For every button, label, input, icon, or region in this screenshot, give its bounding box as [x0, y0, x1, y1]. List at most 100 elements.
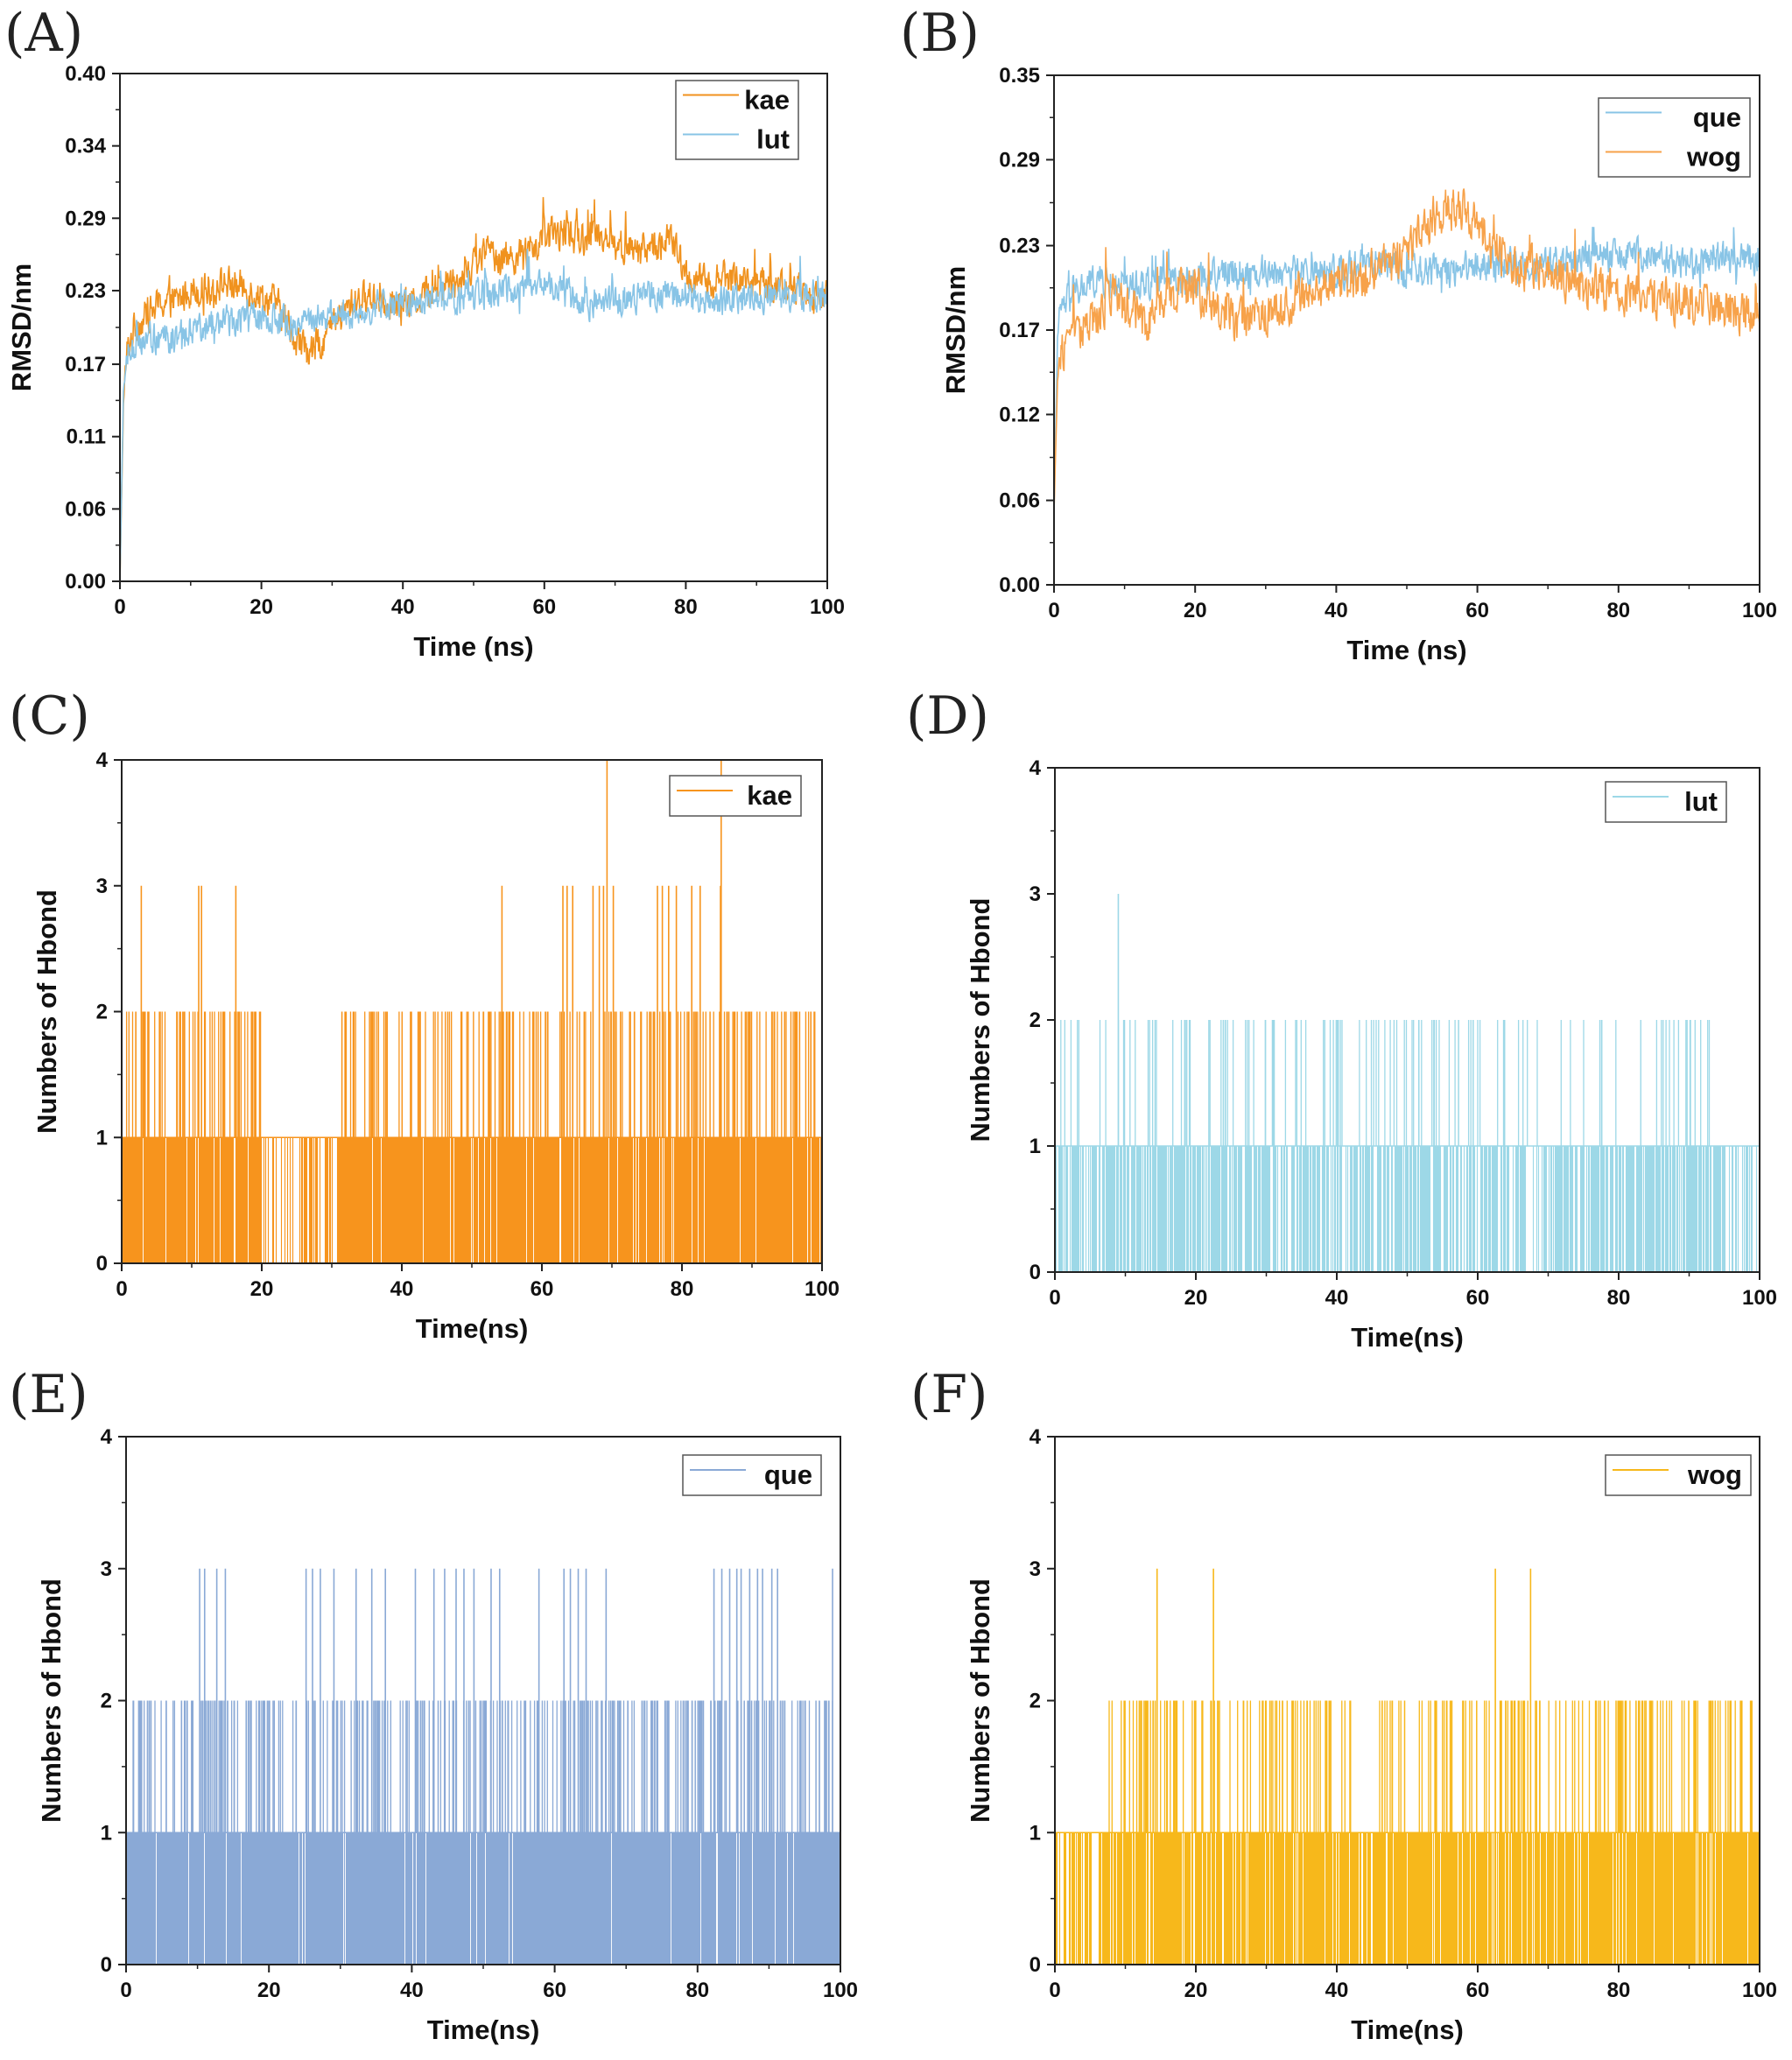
chart-panel-C: (C) 0 20 40 60 80 100 0 1 2 3 4 Time(ns) Numbers of H… — [9, 685, 840, 1344]
y-tick-label: 2 — [96, 1001, 108, 1024]
y-tick-label: 4 — [96, 749, 109, 772]
x-tick-label: 0 — [1049, 1979, 1060, 2002]
plot-area — [1055, 1568, 1760, 1965]
y-tick-label: 3 — [1030, 1557, 1041, 1581]
y-tick-label: 3 — [101, 1557, 112, 1581]
legend-label-que: que — [1693, 102, 1741, 133]
y-tick-label: 0.35 — [999, 64, 1040, 88]
y-tick-label: 0.40 — [65, 62, 106, 86]
plot-area — [1055, 894, 1760, 1272]
series-line-wog — [1054, 188, 1760, 512]
y-tick-label: 4 — [101, 1425, 113, 1449]
y-tick-label: 0.23 — [999, 235, 1040, 258]
x-axis-title: Time(ns) — [1351, 1322, 1464, 1353]
legend-label-kae: kae — [744, 85, 790, 116]
hbond-level1-lut — [1055, 1146, 1758, 1272]
y-axis-title: Numbers of Hbond — [965, 1578, 995, 1823]
x-tick-label: 100 — [823, 1979, 858, 2002]
series-line-que — [1054, 227, 1760, 512]
y-tick-label: 0.34 — [65, 135, 106, 158]
hbond-level2-lut — [1060, 1020, 1711, 1146]
legend: que wog — [1598, 97, 1751, 178]
x-tick-label: 20 — [1184, 1979, 1208, 2002]
chart-panel-D: (D) 0 20 40 60 80 100 0 1 2 3 4 Time(ns) Numbers of H… — [906, 685, 1777, 1353]
y-tick-label: 2 — [101, 1690, 112, 1713]
x-tick-label: 100 — [1742, 1979, 1777, 2002]
y-tick-label: 1 — [96, 1126, 108, 1150]
y-tick-label: 0.06 — [999, 489, 1040, 513]
x-tick-label: 20 — [250, 1277, 274, 1301]
hbond-level2-kae — [125, 1011, 816, 1138]
hbond-level1-wog — [1055, 1832, 1760, 1965]
y-tick-label: 0 — [101, 1953, 112, 1977]
legend-label-lut: lut — [1684, 786, 1718, 817]
y-axis-title: RMSD/nm — [940, 266, 971, 394]
x-tick-label: 0 — [114, 595, 125, 619]
y-axis-title: Numbers of Hbond — [32, 889, 62, 1134]
legend-box — [669, 775, 802, 817]
x-tick-label: 0 — [1048, 599, 1059, 622]
y-tick-label: 4 — [1030, 1425, 1042, 1449]
chart-panel-F: (F) 0 20 40 60 80 100 0 1 2 3 4 Time(ns) Numbers of H… — [910, 1364, 1777, 2045]
y-tick-label: 0 — [1030, 1261, 1041, 1284]
y-tick-label: 3 — [1030, 882, 1041, 906]
legend-label-wog: wog — [1686, 142, 1741, 172]
legend-label-kae: kae — [747, 780, 792, 811]
x-tick-label: 60 — [543, 1979, 566, 2002]
legend-box — [1605, 781, 1727, 823]
x-tick-label: 60 — [531, 1277, 554, 1301]
plot-area — [1054, 188, 1760, 512]
y-tick-label: 0.23 — [65, 279, 106, 303]
series-line-kae — [120, 197, 827, 581]
y-tick-label: 0.06 — [65, 497, 106, 521]
y-tick-label: 1 — [1030, 1821, 1041, 1845]
x-tick-label: 80 — [1607, 1286, 1631, 1310]
y-tick-label: 3 — [96, 875, 108, 898]
x-tick-label: 40 — [390, 1277, 414, 1301]
y-tick-label: 0.11 — [67, 425, 106, 449]
legend: wog — [1605, 1454, 1752, 1496]
hbond-level1-kae — [122, 1137, 822, 1263]
x-tick-label: 40 — [1325, 1286, 1349, 1310]
y-tick-label: 0.17 — [65, 353, 106, 376]
y-tick-label: 0 — [96, 1252, 108, 1276]
y-axis-title: Numbers of Hbond — [36, 1578, 67, 1823]
chart-panel-A: (A) 0 20 40 60 80 100 0.00 0.06 0.11 0.17 0.23 0.29 0… — [4, 3, 845, 662]
x-tick-label: 80 — [1607, 1979, 1631, 2002]
x-tick-label: 40 — [1325, 599, 1348, 622]
panel-label: (D) — [906, 685, 989, 747]
y-tick-label: 1 — [101, 1821, 112, 1845]
x-tick-label: 80 — [671, 1277, 694, 1301]
x-axis-title: Time(ns) — [1351, 2014, 1464, 2045]
y-tick-label: 2 — [1030, 1009, 1041, 1032]
x-tick-label: 100 — [1742, 1286, 1777, 1310]
hbond-level2-que — [132, 1700, 833, 1833]
y-axis-title: Numbers of Hbond — [965, 898, 995, 1142]
legend-box — [675, 80, 799, 160]
x-tick-label: 40 — [400, 1979, 424, 2002]
legend: kae — [669, 775, 802, 817]
x-tick-label: 0 — [116, 1277, 127, 1301]
legend-label-wog: wog — [1687, 1459, 1742, 1490]
hbond-level2-wog — [1108, 1700, 1753, 1833]
x-axis-title: Time (ns) — [1346, 635, 1466, 665]
legend: kae lut — [675, 80, 799, 160]
chart-panel-E: (E) 0 20 40 60 80 100 0 1 2 3 4 Time(ns) Numbers of H… — [9, 1364, 858, 2045]
x-tick-label: 0 — [1049, 1286, 1060, 1310]
plot-area — [120, 197, 827, 581]
chart-panel-B: (B) 0 20 40 60 80 100 0.00 0.06 0.12 0.17 0.23 0.29 0… — [900, 3, 1777, 665]
plot-area — [122, 760, 822, 1263]
series-line-lut — [120, 249, 827, 581]
y-tick-label: 0.12 — [999, 403, 1040, 426]
x-axis-title: Time (ns) — [413, 631, 533, 662]
x-tick-label: 20 — [1184, 599, 1207, 622]
y-tick-label: 0.29 — [999, 148, 1040, 172]
x-tick-label: 100 — [805, 1277, 840, 1301]
legend: lut — [1605, 781, 1727, 823]
legend-label-que: que — [764, 1459, 812, 1490]
x-tick-label: 100 — [1742, 599, 1777, 622]
x-axis-title: Time(ns) — [427, 2014, 540, 2045]
x-tick-label: 40 — [1325, 1979, 1349, 2002]
y-tick-label: 0.17 — [999, 319, 1040, 342]
